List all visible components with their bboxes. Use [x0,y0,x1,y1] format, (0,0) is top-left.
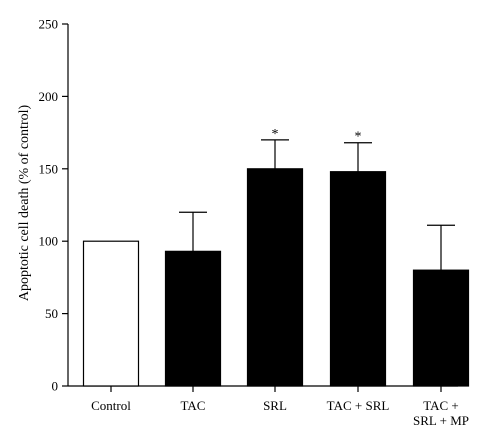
y-tick-label: 100 [39,234,59,249]
x-tick-label: SRL + MP [413,413,469,428]
x-tick-label: SRL [263,398,287,413]
y-axis: 0 50 100 150 200 250 [39,17,69,394]
bar [329,171,387,387]
significance-asterisk: * [355,130,362,145]
x-axis: Control TAC SRL TAC + SRL TAC +SRL + MP [68,385,469,428]
y-tick-label: 250 [39,17,59,32]
significance-markers: * * [272,127,362,145]
bars [82,168,470,387]
error-bars [179,139,455,271]
bar [164,250,222,387]
bar [412,269,470,387]
y-tick-label: 0 [52,379,59,394]
bar [246,168,304,387]
x-tick-label: TAC + SRL [327,398,390,413]
y-tick-label: 150 [39,161,59,176]
bar [82,240,140,387]
x-tick-label: TAC + [423,398,459,413]
significance-asterisk: * [272,127,279,142]
x-tick-label: TAC [181,398,206,413]
y-axis-label: Apoptotic cell death (% of control) [17,105,32,302]
x-tick-label: Control [91,398,131,413]
y-tick-label: 200 [39,89,59,104]
y-tick-label: 50 [45,306,58,321]
